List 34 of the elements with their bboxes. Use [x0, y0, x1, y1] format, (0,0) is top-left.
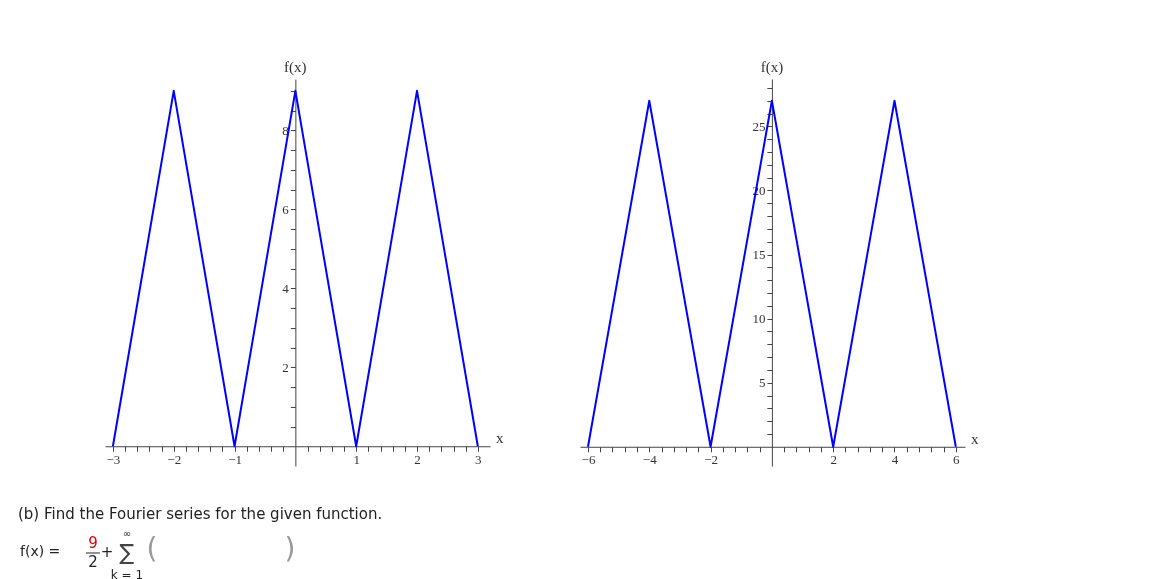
y-tick-label: 10 [752, 311, 766, 327]
y-tick-label: 4 [282, 280, 290, 296]
x-tick-label: −2 [704, 452, 718, 468]
text: 9 [88, 534, 98, 552]
x-axis-title: x [971, 430, 979, 447]
x-tick-label: −4 [642, 452, 658, 468]
text: k = 1 [110, 568, 144, 579]
text: ∞ [122, 528, 132, 539]
x-tick-label: −6 [581, 452, 596, 468]
x-tick-label: 6 [953, 452, 961, 468]
text: 2 [88, 553, 98, 571]
y-tick-label: 8 [282, 122, 289, 138]
y-tick-label: 15 [752, 247, 766, 263]
y-tick-label: 25 [752, 118, 766, 134]
text: ∑ [119, 540, 135, 565]
y-tick-label: 2 [282, 359, 289, 375]
text: ) [284, 532, 296, 565]
x-tick-label: 2 [830, 452, 837, 468]
x-tick-label: −1 [228, 451, 242, 467]
text: (b) Find the Fourier series for the given function. [18, 505, 383, 523]
x-tick-label: 3 [475, 451, 482, 467]
y-axis-title: f(x) [760, 59, 784, 76]
text: f(x) = [20, 543, 61, 559]
y-tick-label: 5 [758, 375, 766, 391]
x-tick-label: 2 [414, 451, 421, 467]
x-axis-title: x [496, 430, 504, 447]
y-tick-label: 6 [282, 201, 290, 217]
x-tick-label: 1 [353, 451, 360, 467]
x-tick-label: 4 [891, 452, 899, 468]
x-tick-label: −2 [167, 451, 182, 467]
y-axis-title: f(x) [284, 59, 307, 76]
x-tick-label: −3 [106, 451, 121, 467]
text: + [100, 543, 114, 561]
text: ( [146, 532, 158, 565]
